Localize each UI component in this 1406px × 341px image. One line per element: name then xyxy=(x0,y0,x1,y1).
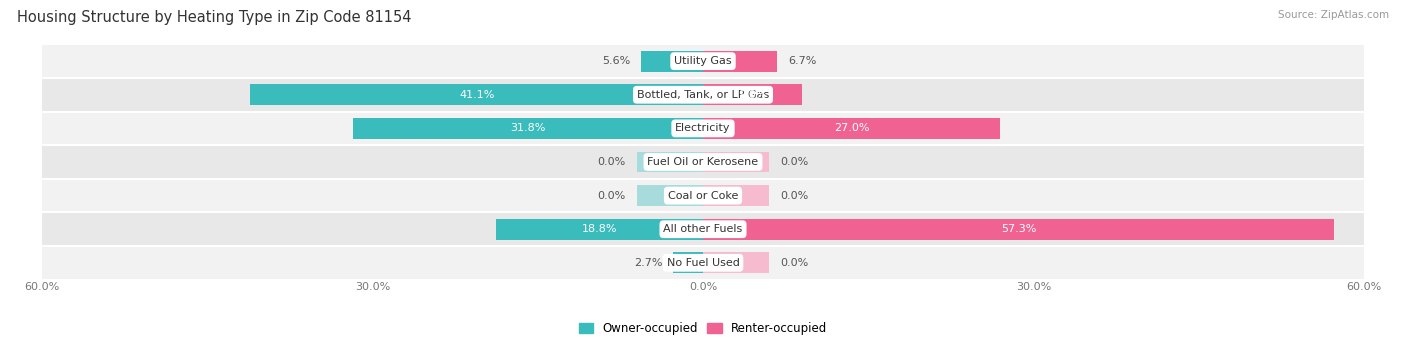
Text: 0.0%: 0.0% xyxy=(598,157,626,167)
Bar xyxy=(496,219,703,240)
Bar xyxy=(703,185,769,206)
Bar xyxy=(42,44,1364,78)
Text: 31.8%: 31.8% xyxy=(510,123,546,133)
Bar xyxy=(641,51,703,72)
Text: Coal or Coke: Coal or Coke xyxy=(668,191,738,201)
Text: 0.0%: 0.0% xyxy=(598,191,626,201)
Bar xyxy=(42,112,1364,145)
Text: 2.7%: 2.7% xyxy=(634,258,662,268)
Bar xyxy=(42,212,1364,246)
Bar xyxy=(42,179,1364,212)
Text: 9.0%: 9.0% xyxy=(738,90,766,100)
Text: Utility Gas: Utility Gas xyxy=(675,56,731,66)
Text: 6.7%: 6.7% xyxy=(787,56,815,66)
Bar xyxy=(250,84,703,105)
Bar xyxy=(637,151,703,173)
Text: 27.0%: 27.0% xyxy=(834,123,869,133)
Text: All other Fuels: All other Fuels xyxy=(664,224,742,234)
Bar xyxy=(703,252,769,273)
Text: No Fuel Used: No Fuel Used xyxy=(666,258,740,268)
Text: 57.3%: 57.3% xyxy=(1001,224,1036,234)
Bar xyxy=(42,78,1364,112)
Bar xyxy=(703,51,776,72)
Bar xyxy=(703,118,1001,139)
Text: Electricity: Electricity xyxy=(675,123,731,133)
Text: 5.6%: 5.6% xyxy=(602,56,630,66)
Text: Source: ZipAtlas.com: Source: ZipAtlas.com xyxy=(1278,10,1389,20)
Bar xyxy=(703,219,1334,240)
Text: 0.0%: 0.0% xyxy=(780,157,808,167)
Text: 0.0%: 0.0% xyxy=(780,258,808,268)
Bar xyxy=(673,252,703,273)
Text: Housing Structure by Heating Type in Zip Code 81154: Housing Structure by Heating Type in Zip… xyxy=(17,10,412,25)
Legend: Owner-occupied, Renter-occupied: Owner-occupied, Renter-occupied xyxy=(574,317,832,340)
Bar xyxy=(353,118,703,139)
Text: 18.8%: 18.8% xyxy=(582,224,617,234)
Bar xyxy=(703,151,769,173)
Text: 41.1%: 41.1% xyxy=(458,90,495,100)
Bar xyxy=(42,246,1364,280)
Bar xyxy=(703,84,801,105)
Bar xyxy=(637,185,703,206)
Text: Fuel Oil or Kerosene: Fuel Oil or Kerosene xyxy=(647,157,759,167)
Bar xyxy=(42,145,1364,179)
Text: Bottled, Tank, or LP Gas: Bottled, Tank, or LP Gas xyxy=(637,90,769,100)
Text: 0.0%: 0.0% xyxy=(780,191,808,201)
